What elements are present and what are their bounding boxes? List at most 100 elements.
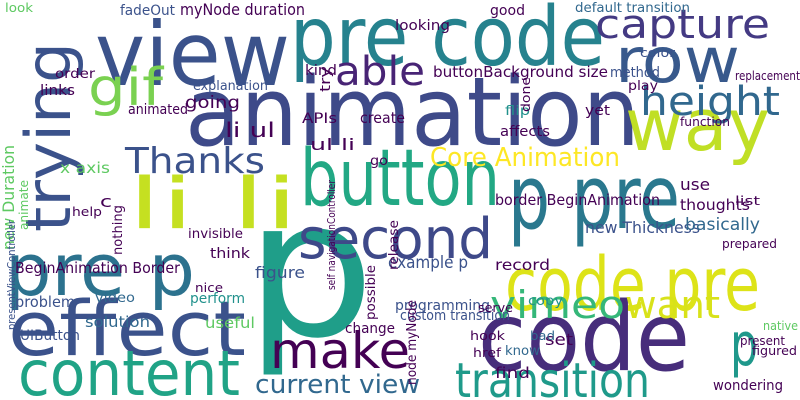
word: done bbox=[519, 77, 533, 112]
word: transition bbox=[455, 353, 650, 400]
word: basically bbox=[685, 215, 760, 235]
word: list bbox=[735, 194, 760, 208]
word: figure bbox=[255, 263, 305, 282]
word: set bbox=[545, 330, 573, 349]
word: li ul bbox=[225, 118, 275, 142]
word: new Thickness bbox=[585, 218, 700, 237]
word: p pre bbox=[508, 146, 680, 249]
word: code pre bbox=[505, 242, 760, 328]
word: useful bbox=[205, 314, 255, 332]
word: current view bbox=[255, 370, 420, 400]
word: flip bbox=[505, 104, 530, 119]
word: gif bbox=[88, 58, 165, 118]
word: ul li bbox=[310, 135, 355, 154]
word: make bbox=[270, 322, 410, 380]
word: href bbox=[473, 346, 502, 360]
word: BeginAnimation Border bbox=[15, 259, 181, 277]
word: capture bbox=[595, 2, 770, 48]
word: way bbox=[625, 83, 770, 167]
word: copy bbox=[528, 294, 563, 309]
word: release bbox=[387, 220, 402, 270]
word: possible bbox=[364, 265, 379, 320]
word: second bbox=[298, 207, 493, 272]
word: default transition bbox=[575, 1, 690, 16]
word: wondering bbox=[713, 378, 783, 394]
word: going bbox=[185, 93, 240, 113]
word: kind bbox=[305, 63, 337, 79]
word: content bbox=[18, 337, 240, 400]
word: animated bbox=[128, 102, 188, 118]
word: use bbox=[680, 175, 710, 194]
word: invisible bbox=[188, 227, 243, 242]
word: vimeo bbox=[490, 283, 625, 327]
word: create bbox=[360, 109, 405, 127]
word: function bbox=[680, 115, 730, 129]
word: UIButton bbox=[20, 328, 80, 344]
word: button bbox=[300, 134, 500, 224]
word: prepared bbox=[722, 237, 777, 251]
word: Thanks bbox=[124, 141, 265, 182]
word: p bbox=[730, 310, 758, 380]
word: order bbox=[55, 67, 96, 82]
word: present bbox=[740, 334, 785, 348]
word: c bbox=[100, 192, 112, 211]
word: li li bbox=[128, 163, 298, 245]
word: method bbox=[610, 65, 660, 81]
word: pre code bbox=[290, 0, 605, 85]
word: view bbox=[95, 3, 290, 106]
word: custom transition bbox=[400, 308, 510, 324]
word: replacement bbox=[735, 69, 800, 83]
word: self navigationController bbox=[325, 180, 338, 290]
word: hook bbox=[470, 329, 505, 343]
word: color bbox=[640, 46, 675, 60]
word: know bbox=[505, 344, 540, 359]
word: good bbox=[490, 3, 525, 19]
word: pre p bbox=[5, 228, 195, 312]
word: border BeginAnimation bbox=[495, 191, 660, 209]
word: affects bbox=[500, 124, 550, 140]
word: figured bbox=[752, 344, 797, 358]
word: animate bbox=[17, 180, 31, 230]
word: perform bbox=[190, 291, 245, 307]
word: node myNode bbox=[405, 300, 420, 385]
word: want bbox=[625, 283, 720, 327]
word: yet bbox=[585, 103, 611, 119]
word: Core Animation bbox=[430, 143, 620, 173]
word: programming bbox=[395, 298, 490, 314]
word: animation bbox=[185, 58, 640, 168]
word: effect bbox=[8, 284, 246, 373]
word: explanation bbox=[193, 79, 268, 94]
word: looking bbox=[395, 18, 450, 34]
word: serve bbox=[478, 301, 513, 315]
word: bad bbox=[530, 329, 555, 343]
word: example p bbox=[388, 253, 468, 273]
word: links bbox=[40, 83, 75, 99]
word: go bbox=[370, 154, 388, 169]
word: find bbox=[495, 364, 530, 382]
word: native bbox=[763, 319, 798, 333]
word: p bbox=[245, 159, 375, 380]
word: problem bbox=[15, 293, 75, 311]
word: x axis bbox=[60, 159, 110, 177]
word: row bbox=[615, 24, 740, 97]
word: thoughts bbox=[680, 196, 750, 214]
word: record bbox=[495, 256, 550, 274]
word: trying bbox=[12, 42, 85, 232]
word: APIs bbox=[302, 111, 337, 127]
word: fadeOut bbox=[120, 3, 175, 19]
word: try bbox=[318, 67, 334, 92]
word: play bbox=[628, 79, 658, 94]
word: presentViewController bbox=[5, 220, 18, 330]
word: height bbox=[640, 79, 780, 125]
word: buttonBackground size bbox=[433, 63, 608, 81]
word: look bbox=[5, 1, 33, 15]
word: code bbox=[478, 283, 690, 393]
word: help bbox=[72, 205, 102, 219]
word: able bbox=[335, 49, 425, 95]
word: myNode duration bbox=[180, 0, 305, 19]
word: think bbox=[210, 246, 251, 262]
word: nice bbox=[195, 281, 223, 295]
word: video bbox=[95, 291, 135, 306]
